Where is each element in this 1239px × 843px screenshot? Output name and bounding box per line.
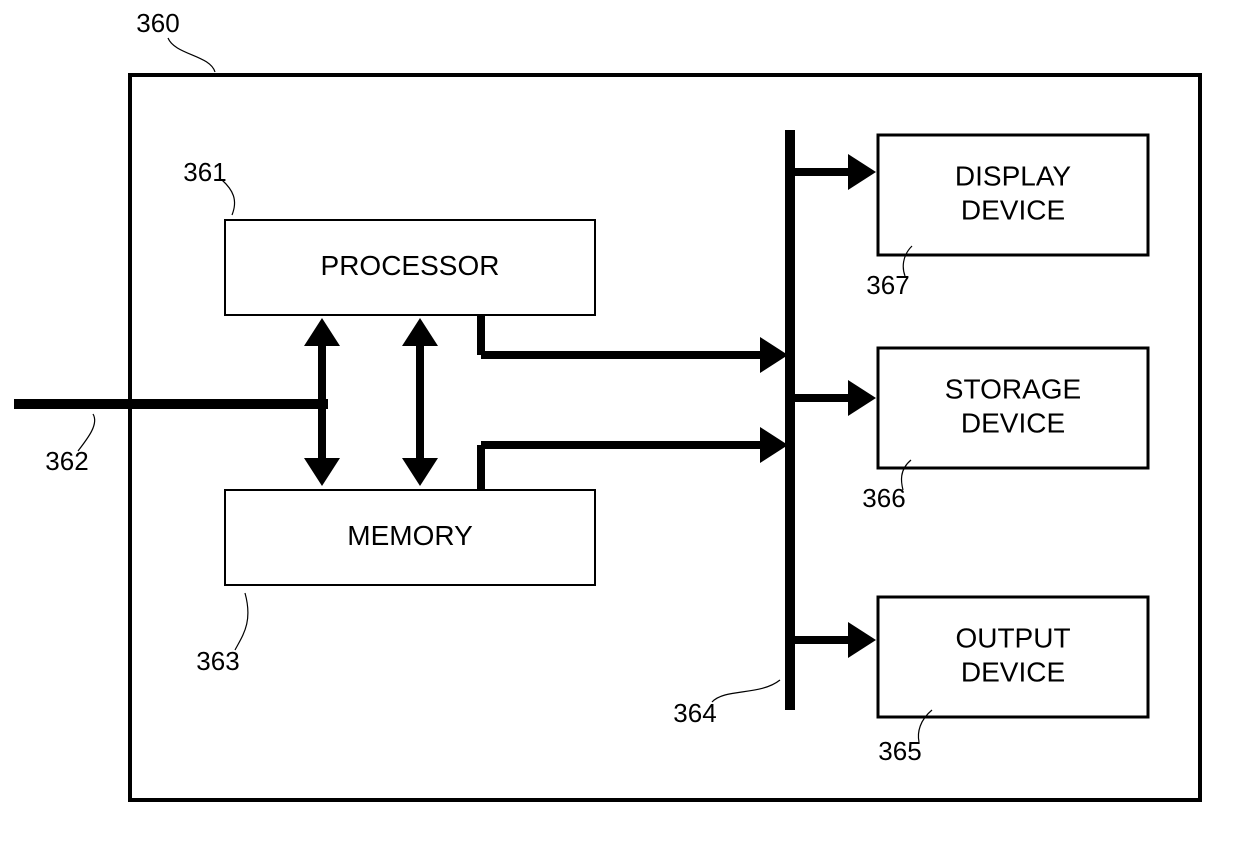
display-label-2: DEVICE — [961, 194, 1065, 225]
arrow-bus-to-output — [792, 622, 876, 658]
arrow-proc-up-right — [402, 318, 438, 404]
storage-label-1: STORAGE — [945, 373, 1081, 404]
memory-label: MEMORY — [347, 520, 473, 551]
output-label-2: DEVICE — [961, 656, 1065, 687]
arrow-bus-to-storage — [792, 380, 876, 416]
bus-ref: 364 — [673, 698, 716, 728]
arrow-proc-up-left — [304, 318, 340, 404]
arrow-bus-to-display — [792, 154, 876, 190]
outer-box-leader — [168, 38, 215, 72]
outer-box-ref: 360 — [136, 8, 179, 38]
processor-ref: 361 — [183, 157, 226, 187]
bus-leader — [712, 680, 780, 702]
display-label-1: DISPLAY — [955, 160, 1072, 191]
arrow-mem-to-bus — [481, 427, 788, 463]
display-ref: 367 — [866, 270, 909, 300]
block-diagram: 360364362PROCESSOR361MEMORY363DISPLAYDEV… — [0, 0, 1239, 843]
processor-label: PROCESSOR — [321, 250, 500, 281]
arrow-proc-to-bus — [481, 337, 788, 373]
arrow-mem-down-right — [402, 404, 438, 486]
input-line-ref: 362 — [45, 446, 88, 476]
output-label-1: OUTPUT — [955, 622, 1070, 653]
memory-leader — [235, 593, 248, 650]
storage-label-2: DEVICE — [961, 407, 1065, 438]
storage-ref: 366 — [862, 483, 905, 513]
arrow-mem-down-left — [304, 404, 340, 486]
memory-ref: 363 — [196, 646, 239, 676]
output-ref: 365 — [878, 736, 921, 766]
